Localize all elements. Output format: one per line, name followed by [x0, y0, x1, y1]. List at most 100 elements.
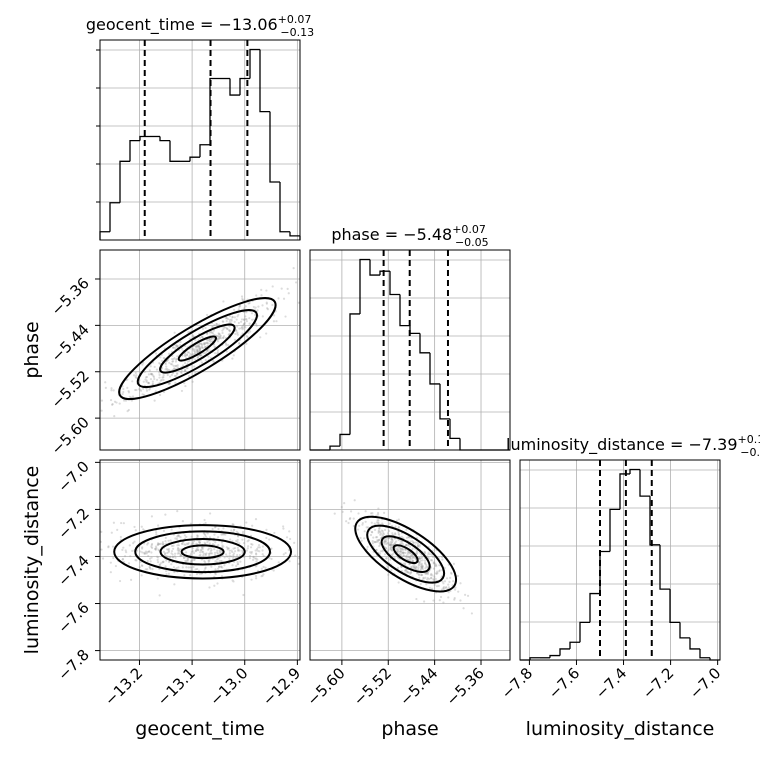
scatter-point	[236, 560, 239, 564]
scatter-point	[217, 335, 220, 338]
scatter-point	[415, 566, 418, 569]
scatter-point	[100, 399, 104, 402]
scatter-point	[204, 345, 207, 349]
scatter-point	[208, 331, 211, 334]
scatter-point	[120, 521, 123, 525]
scatter-point	[433, 561, 436, 565]
scatter-point	[110, 531, 113, 534]
scatter-point	[66, 549, 68, 551]
scatter-point	[231, 315, 234, 319]
hist-panel-geocent_time: geocent_time = −13.06+0.07 −0.13	[86, 13, 314, 241]
scatter-point	[148, 557, 152, 560]
scatter-point	[218, 336, 221, 339]
scatter-point	[211, 325, 214, 329]
hist-bin	[699, 648, 710, 659]
scatter-point	[134, 375, 137, 378]
scatter-point	[240, 325, 244, 329]
hist-bin	[189, 156, 200, 162]
scatter-point	[280, 287, 283, 290]
scatter-point	[206, 341, 209, 344]
scatter-point	[404, 551, 407, 555]
contour-level	[380, 535, 431, 573]
scatter-point	[366, 545, 369, 548]
scatter-point	[195, 549, 198, 552]
scatter-point	[149, 365, 152, 368]
scatter-point	[190, 566, 193, 569]
scatter-point	[240, 320, 243, 323]
scatter-point	[388, 548, 392, 551]
hist-bin	[359, 258, 370, 314]
scatter-point	[385, 543, 388, 546]
hist-bin	[659, 544, 670, 590]
scatter-point	[416, 545, 420, 548]
scatter-point	[386, 532, 390, 535]
xtick-label-luminosity_distance: −7.2	[639, 664, 677, 702]
scatter-point	[217, 527, 220, 531]
scatter-point	[216, 552, 220, 555]
scatter-point	[211, 326, 214, 329]
scatter-point	[277, 297, 280, 300]
scatter-point	[191, 334, 195, 337]
scatter-point	[160, 359, 164, 362]
scatter-point	[391, 539, 394, 542]
scatter-point	[363, 537, 366, 540]
scatter-point	[204, 554, 207, 557]
scatter-point	[187, 566, 190, 569]
scatter-point	[414, 557, 417, 560]
scatter-point	[313, 562, 315, 564]
scatter-point	[252, 305, 255, 309]
scatter-point	[181, 542, 184, 545]
scatter-point	[217, 557, 220, 560]
scatter-point	[221, 336, 225, 339]
scatter-point	[176, 534, 180, 537]
scatter-point	[199, 354, 202, 357]
scatter-point	[273, 314, 276, 317]
scatter-point	[233, 546, 237, 550]
scatter-point	[179, 340, 182, 344]
scatter-point	[394, 547, 397, 550]
scatter-layer	[66, 510, 315, 597]
scatter-point	[156, 378, 159, 381]
scatter-point	[208, 542, 211, 545]
scatter-layer	[100, 267, 300, 418]
scatter-point	[138, 388, 141, 391]
scatter-point	[186, 351, 189, 354]
scatter-point	[192, 558, 195, 562]
scatter-point	[154, 548, 157, 551]
scatter-point	[261, 553, 264, 556]
scatter-point	[156, 558, 159, 561]
scatter-point	[208, 559, 211, 562]
scatter-point	[192, 349, 195, 352]
scatter-point	[147, 554, 150, 558]
scatter-point	[135, 374, 138, 377]
scatter-point	[377, 529, 380, 532]
scatter-point	[379, 543, 382, 546]
scatter-point	[238, 304, 242, 308]
scatter-point	[265, 536, 268, 540]
scatter-point	[378, 527, 381, 530]
scatter-point	[288, 549, 291, 552]
scatter-point	[265, 289, 268, 292]
scatter-point	[271, 303, 274, 307]
scatter-point	[207, 559, 210, 562]
scatter-point	[243, 322, 246, 326]
scatter-point	[171, 553, 174, 556]
scatter-point	[412, 541, 415, 544]
scatter-point	[242, 318, 246, 321]
scatter-point	[371, 542, 374, 545]
scatter-point	[406, 553, 409, 556]
scatter-point	[411, 565, 414, 568]
scatter-point	[157, 543, 160, 546]
scatter-point	[302, 545, 304, 547]
scatter-point	[397, 532, 400, 536]
scatter-point	[389, 541, 392, 544]
scatter-point	[140, 525, 143, 528]
scatter-point	[158, 362, 161, 365]
hist-panel-phase: phase = −5.48+0.07 −0.05	[309, 223, 511, 451]
scatter-point	[398, 533, 401, 536]
scatter-point	[139, 550, 142, 553]
ytick-label-phase: −5.52	[48, 367, 93, 412]
scatter-point	[407, 551, 411, 554]
scatter-point	[221, 320, 224, 323]
contour-level	[113, 524, 293, 580]
